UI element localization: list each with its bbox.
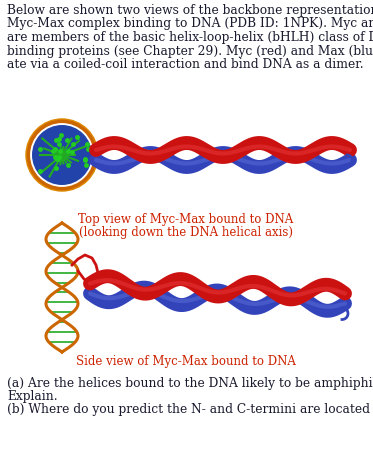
Text: (a) Are the helices bound to the DNA likely to be amphiphilic?: (a) Are the helices bound to the DNA lik… — [7, 377, 373, 390]
Text: Side view of Myc-Max bound to DNA: Side view of Myc-Max bound to DNA — [76, 355, 296, 368]
Text: are members of the basic helix-loop-helix (bHLH) class of DNA-: are members of the basic helix-loop-heli… — [7, 31, 373, 44]
Text: Myc-Max complex binding to DNA (PDB ID: 1NPK). Myc and Max: Myc-Max complex binding to DNA (PDB ID: … — [7, 17, 373, 30]
Circle shape — [32, 125, 92, 185]
Text: ate via a coiled-coil interaction and bind DNA as a dimer.: ate via a coiled-coil interaction and bi… — [7, 58, 364, 71]
Text: (b) Where do you predict the N- and C-termini are located for Max?: (b) Where do you predict the N- and C-te… — [7, 403, 373, 416]
Text: Top view of Myc-Max bound to DNA: Top view of Myc-Max bound to DNA — [78, 213, 294, 226]
Text: (looking down the DNA helical axis): (looking down the DNA helical axis) — [79, 226, 293, 239]
Text: Explain.: Explain. — [7, 390, 57, 403]
Text: Below are shown two views of the backbone representation of the: Below are shown two views of the backbon… — [7, 4, 373, 17]
Text: binding proteins (see Chapter 29). Myc (red) and Max (blue) associ-: binding proteins (see Chapter 29). Myc (… — [7, 45, 373, 57]
